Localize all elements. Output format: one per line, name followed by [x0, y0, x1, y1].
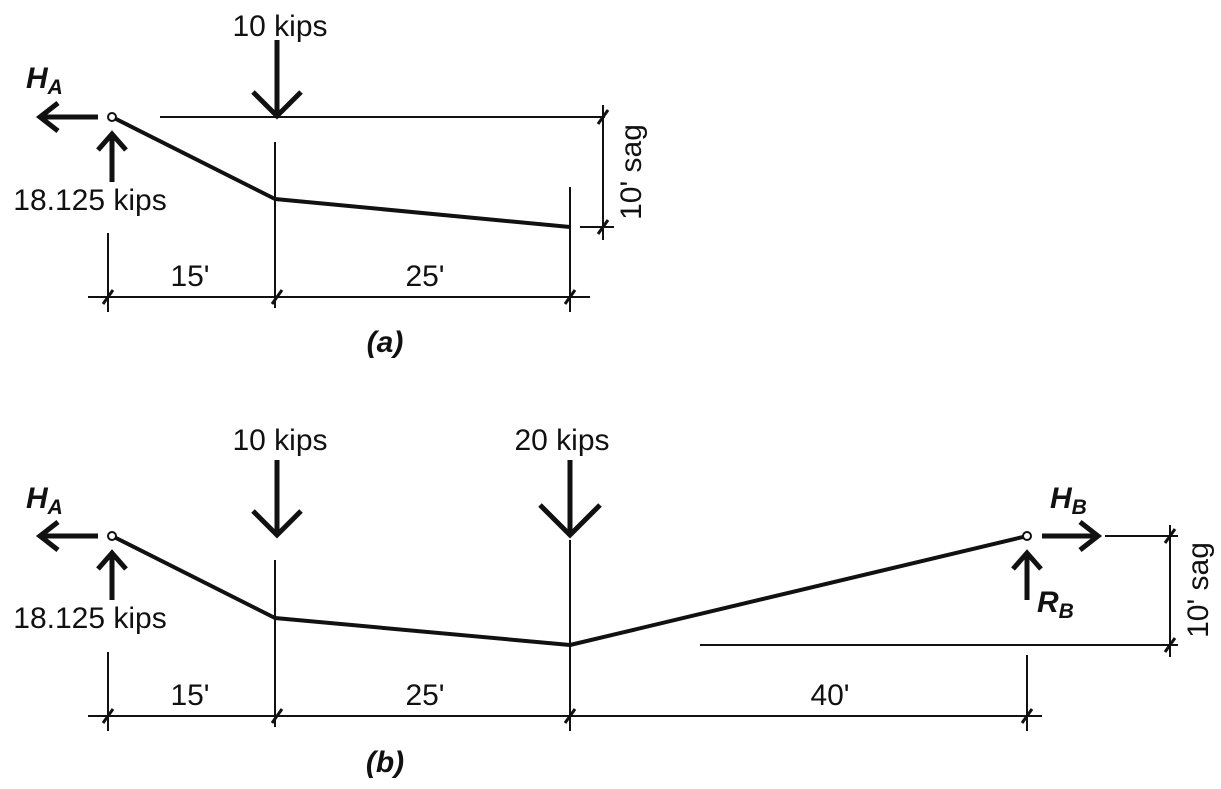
- load-label: 10 kips: [232, 10, 327, 43]
- pin-support: [107, 112, 117, 122]
- arrowhead: [251, 90, 303, 120]
- span-label: 15': [170, 260, 209, 293]
- reaction-label: 18.125 kips: [13, 184, 166, 217]
- dimension-tick: [1163, 528, 1177, 544]
- reaction-label: 18.125 kips: [13, 602, 166, 635]
- dimension-tick: [563, 289, 577, 305]
- reaction-label: RB: [1037, 586, 1074, 623]
- arrowhead: [538, 503, 602, 539]
- subscript: B: [1072, 496, 1087, 519]
- arrowhead: [35, 101, 60, 133]
- dimension-tick: [101, 708, 115, 724]
- span-label: 40': [810, 679, 849, 712]
- arrowhead: [96, 549, 128, 571]
- symbol: H: [26, 482, 49, 515]
- pin-support: [1022, 531, 1032, 541]
- arrowhead: [251, 509, 303, 539]
- dimension-tick: [563, 708, 577, 724]
- reaction-label: HA: [26, 62, 63, 99]
- dimension-tick: [270, 289, 284, 305]
- cable: [111, 115, 571, 229]
- cable: [111, 534, 1028, 647]
- subscript: A: [47, 76, 63, 99]
- figure-a: 10 kips HA 18.125 kips 15' 25' 10' sag (…: [13, 10, 648, 359]
- dimension-tick: [596, 219, 610, 235]
- symbol: H: [1050, 482, 1073, 515]
- sag-label: 10' sag: [1182, 542, 1215, 638]
- dimension-tick: [101, 289, 115, 305]
- caption: (a): [367, 326, 404, 359]
- pin-support: [107, 531, 117, 541]
- dimension-tick: [270, 708, 284, 724]
- load-label: 20 kips: [514, 424, 609, 457]
- arrowhead: [35, 520, 60, 552]
- sag-label: 10' sag: [615, 124, 648, 220]
- dimension-tick: [596, 109, 610, 125]
- load-label: 10 kips: [232, 424, 327, 457]
- span-label: 15': [170, 679, 209, 712]
- span-label: 25': [405, 260, 444, 293]
- arrowhead: [1011, 549, 1043, 571]
- subscript: B: [1059, 600, 1074, 623]
- symbol: R: [1037, 586, 1059, 619]
- dimension-tick: [1020, 708, 1034, 724]
- dimension-tick: [1163, 637, 1177, 653]
- reaction-label: HB: [1050, 482, 1087, 519]
- arrowhead: [1078, 520, 1103, 552]
- caption: (b): [366, 746, 404, 779]
- arrowhead: [96, 130, 128, 152]
- reaction-label: HA: [26, 482, 63, 519]
- symbol: H: [26, 62, 49, 95]
- figure-b: 10 kips 20 kips HA 18.125 kips HB RB 15'…: [13, 424, 1215, 779]
- span-label: 25': [405, 679, 444, 712]
- subscript: A: [47, 496, 63, 519]
